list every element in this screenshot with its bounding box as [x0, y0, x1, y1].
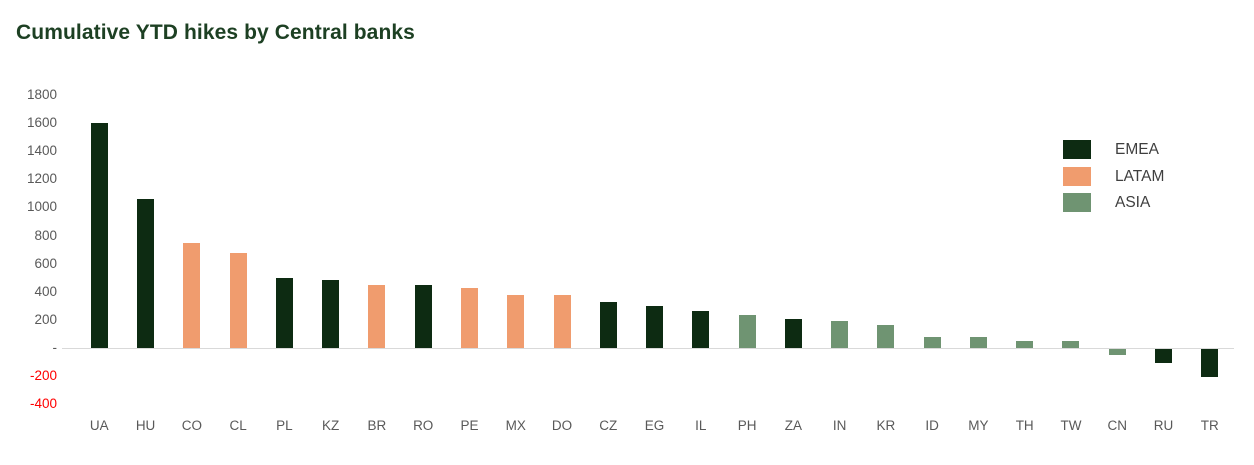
legend-item-asia: ASIA	[1063, 193, 1150, 212]
bar-CN	[1108, 348, 1126, 355]
x-axis-label-PL: PL	[276, 418, 293, 433]
bar-KZ	[322, 280, 340, 348]
bar-IL	[692, 310, 710, 348]
y-axis-tick-label: -	[52, 339, 58, 355]
x-axis-label-ID: ID	[925, 418, 939, 433]
y-axis-tick-label: -400	[29, 395, 57, 411]
legend-label-emea: EMEA	[1115, 141, 1159, 158]
legend-item-emea: EMEA	[1063, 140, 1159, 159]
bar-KR	[877, 325, 895, 348]
bar-UA	[90, 123, 108, 348]
bar-HU	[137, 199, 155, 348]
bar-CO	[183, 242, 201, 348]
bar-BR	[368, 284, 386, 348]
legend-label-latam: LATAM	[1115, 167, 1165, 185]
bar-MY	[969, 337, 987, 348]
bar-EG	[646, 305, 664, 348]
x-axis-label-CO: CO	[181, 418, 202, 433]
bar-MX	[507, 295, 525, 348]
x-axis-label-ZA: ZA	[784, 418, 802, 433]
chart-title: Cumulative YTD hikes by Central banks	[16, 21, 415, 44]
bar-TH	[1016, 340, 1034, 348]
bar-ZA	[784, 318, 802, 348]
bar-CZ	[599, 302, 617, 348]
x-axis-label-IN: IN	[832, 418, 847, 433]
y-axis-tick-label: 200	[34, 311, 57, 327]
x-axis-label-BR: BR	[367, 418, 387, 433]
x-axis-label-CL: CL	[229, 418, 247, 433]
bar-RO	[414, 284, 432, 348]
bar-IN	[831, 321, 849, 348]
legend-label-asia: ASIA	[1115, 194, 1151, 211]
y-axis-tick-label: 1400	[26, 143, 57, 159]
legend-swatch-latam	[1063, 166, 1091, 186]
bar-TR	[1201, 348, 1219, 377]
x-axis-label-DO: DO	[551, 418, 573, 433]
x-axis-label-TH: TH	[1015, 418, 1034, 433]
x-axis-label-TW: TW	[1060, 418, 1082, 433]
y-axis-tick-label: 400	[34, 283, 57, 299]
x-axis-label-CN: CN	[1107, 418, 1127, 433]
bar-PE	[460, 288, 478, 348]
x-axis-label-KR: KR	[876, 418, 896, 433]
x-axis-label-CZ: CZ	[599, 418, 618, 433]
x-axis-label-KZ: KZ	[322, 418, 340, 433]
x-axis-label-EG: EG	[644, 418, 665, 433]
x-axis-label-MX: MX	[505, 418, 526, 433]
x-axis-label-PE: PE	[460, 418, 479, 433]
y-axis-tick-label: 1200	[26, 171, 57, 187]
bar-CL	[229, 253, 247, 348]
bar-DO	[553, 295, 571, 348]
y-axis-tick-label: 1800	[26, 87, 57, 103]
bar-ID	[923, 337, 941, 348]
x-axis-label-PH: PH	[737, 418, 757, 433]
bar-RU	[1155, 348, 1172, 363]
x-axis-label-HU: HU	[135, 418, 156, 433]
bar-TW	[1062, 340, 1080, 348]
y-axis-tick-label: 1000	[26, 199, 57, 215]
x-axis-label-RU: RU	[1153, 418, 1174, 433]
bar-PH	[738, 315, 756, 348]
y-axis-tick-label: 600	[34, 255, 57, 271]
x-axis-label-RO: RO	[413, 418, 434, 433]
y-axis-tick-label: 1600	[26, 115, 57, 131]
y-axis-tick-label: 800	[34, 227, 57, 243]
x-axis-label-UA: UA	[89, 418, 109, 433]
legend-swatch-emea	[1063, 140, 1091, 159]
x-axis-label-IL: IL	[695, 418, 707, 433]
legend-swatch-asia	[1063, 193, 1091, 212]
legend-item-latam: LATAM	[1063, 166, 1165, 186]
x-axis-label-TR: TR	[1200, 418, 1219, 433]
x-axis-label-MY: MY	[968, 418, 989, 433]
bar-PL	[275, 277, 293, 348]
y-axis-tick-label: -200	[29, 367, 57, 383]
x-axis-line	[62, 348, 1234, 349]
